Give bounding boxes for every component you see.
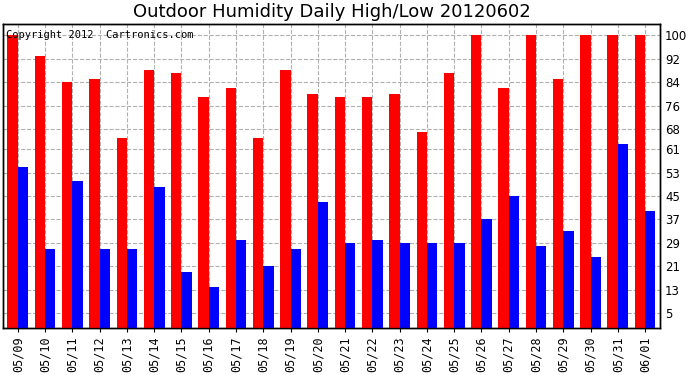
Bar [127,249,137,328]
Bar [171,74,181,328]
Bar [154,188,164,328]
Title: Outdoor Humidity Daily High/Low 20120602: Outdoor Humidity Daily High/Low 20120602 [132,3,531,21]
Bar [318,202,328,328]
Bar [89,79,99,328]
Bar [389,94,400,328]
Bar [618,144,628,328]
Bar [264,266,274,328]
Bar [181,272,192,328]
Bar [400,243,410,328]
Bar [8,35,18,328]
Bar [117,138,127,328]
Bar [580,35,591,328]
Bar [563,231,573,328]
Bar [280,70,290,328]
Bar [635,35,645,328]
Bar [236,240,246,328]
Bar [526,35,536,328]
Text: Copyright 2012  Cartronics.com: Copyright 2012 Cartronics.com [6,30,194,40]
Bar [290,249,301,328]
Bar [645,211,656,328]
Bar [444,74,454,328]
Bar [198,97,208,328]
Bar [253,138,264,328]
Bar [335,97,345,328]
Bar [607,35,618,328]
Bar [536,246,546,328]
Bar [18,167,28,328]
Bar [99,249,110,328]
Bar [144,70,154,328]
Bar [591,258,601,328]
Bar [373,240,383,328]
Bar [454,243,464,328]
Bar [34,56,45,328]
Bar [417,132,427,328]
Bar [553,79,563,328]
Bar [471,35,482,328]
Bar [72,182,83,328]
Bar [62,82,72,328]
Bar [308,94,318,328]
Bar [226,88,236,328]
Bar [345,243,355,328]
Bar [498,88,509,328]
Bar [362,97,373,328]
Bar [427,243,437,328]
Bar [45,249,55,328]
Bar [482,219,492,328]
Bar [509,196,519,328]
Bar [208,286,219,328]
